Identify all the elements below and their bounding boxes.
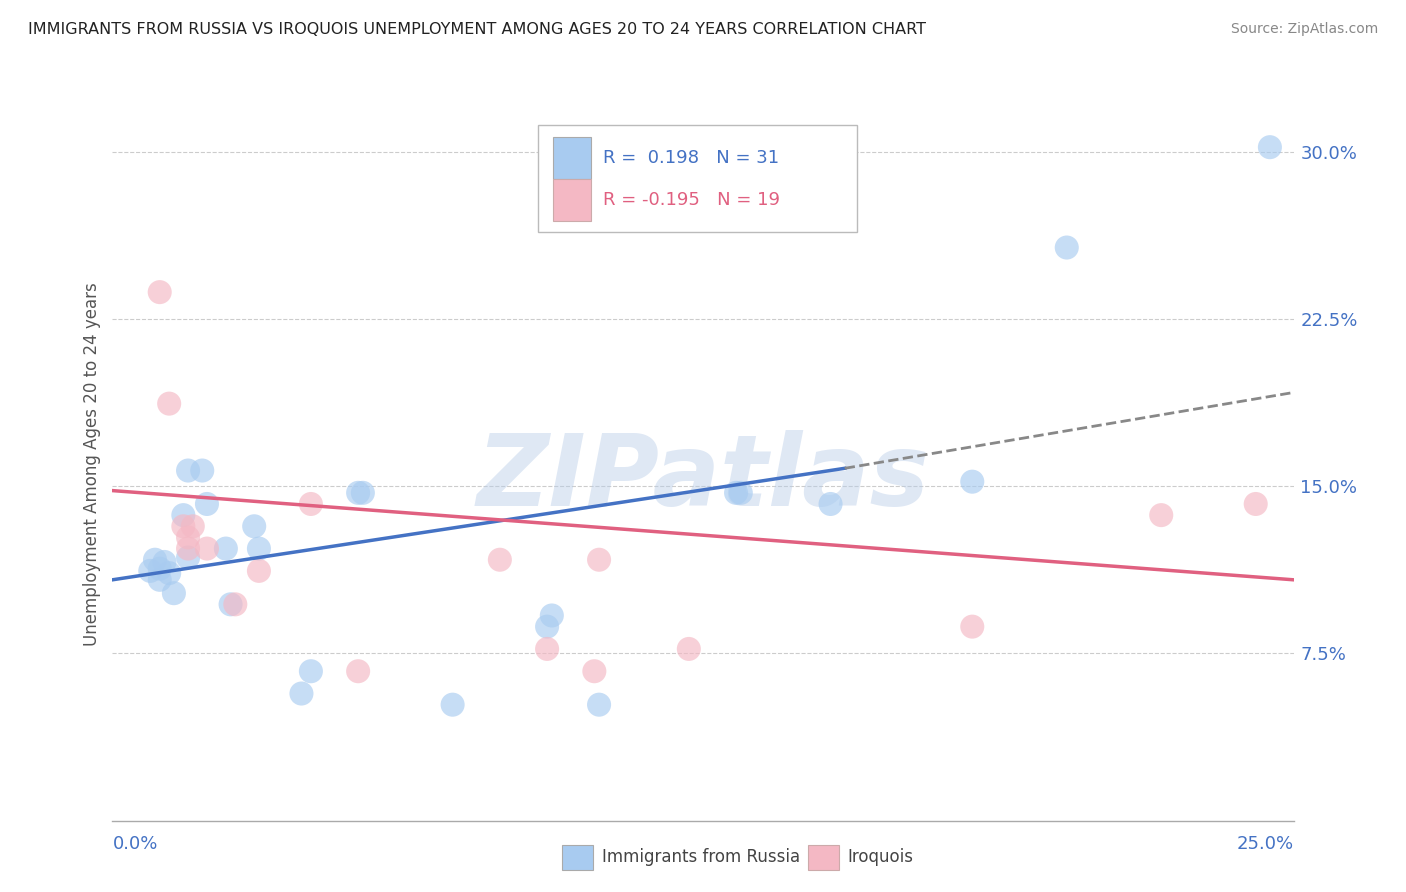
Point: [962, 619, 984, 633]
Text: Immigrants from Russia: Immigrants from Russia: [602, 848, 800, 866]
Point: [441, 698, 464, 712]
Point: [347, 664, 370, 679]
Point: [725, 485, 748, 500]
Text: ZIPatlas: ZIPatlas: [477, 430, 929, 526]
Point: [139, 564, 162, 578]
Point: [215, 541, 238, 556]
Point: [157, 396, 180, 410]
Point: [820, 497, 842, 511]
Point: [177, 464, 200, 478]
Point: [149, 562, 172, 576]
Point: [489, 552, 512, 567]
Point: [191, 464, 214, 478]
Point: [583, 207, 606, 221]
Point: [177, 541, 200, 556]
FancyBboxPatch shape: [553, 137, 591, 179]
Point: [247, 541, 270, 556]
Point: [588, 552, 610, 567]
Text: R = -0.195   N = 19: R = -0.195 N = 19: [603, 191, 779, 209]
Bar: [808, 845, 839, 870]
Point: [149, 573, 172, 587]
Point: [962, 475, 984, 489]
Text: Source: ZipAtlas.com: Source: ZipAtlas.com: [1230, 22, 1378, 37]
Point: [149, 285, 172, 300]
Point: [536, 642, 558, 657]
Point: [299, 497, 322, 511]
Bar: [562, 845, 593, 870]
Point: [247, 564, 270, 578]
Point: [290, 687, 312, 701]
Text: R =  0.198   N = 31: R = 0.198 N = 31: [603, 150, 779, 168]
Point: [1258, 140, 1281, 154]
Point: [299, 664, 322, 679]
Text: IMMIGRANTS FROM RUSSIA VS IROQUOIS UNEMPLOYMENT AMONG AGES 20 TO 24 YEARS CORREL: IMMIGRANTS FROM RUSSIA VS IROQUOIS UNEMP…: [28, 22, 927, 37]
Y-axis label: Unemployment Among Ages 20 to 24 years: Unemployment Among Ages 20 to 24 years: [83, 282, 101, 646]
Point: [540, 608, 562, 623]
Point: [172, 508, 194, 522]
Point: [163, 586, 186, 600]
Text: 25.0%: 25.0%: [1236, 835, 1294, 853]
Text: Iroquois: Iroquois: [848, 848, 914, 866]
Point: [177, 530, 200, 544]
Point: [153, 555, 176, 569]
Point: [588, 698, 610, 712]
Point: [219, 598, 242, 612]
Point: [224, 598, 246, 612]
Point: [536, 619, 558, 633]
Point: [1150, 508, 1173, 522]
Point: [172, 519, 194, 533]
Point: [195, 497, 218, 511]
Point: [1244, 497, 1267, 511]
FancyBboxPatch shape: [553, 178, 591, 221]
Point: [195, 541, 218, 556]
Point: [243, 519, 266, 533]
Point: [678, 642, 700, 657]
Text: 0.0%: 0.0%: [112, 835, 157, 853]
Point: [177, 550, 200, 565]
FancyBboxPatch shape: [537, 125, 856, 232]
Point: [1056, 240, 1078, 255]
Point: [181, 519, 204, 533]
Point: [157, 566, 180, 581]
Point: [730, 485, 752, 500]
Point: [347, 485, 370, 500]
Point: [583, 664, 606, 679]
Point: [352, 485, 374, 500]
Point: [143, 552, 166, 567]
